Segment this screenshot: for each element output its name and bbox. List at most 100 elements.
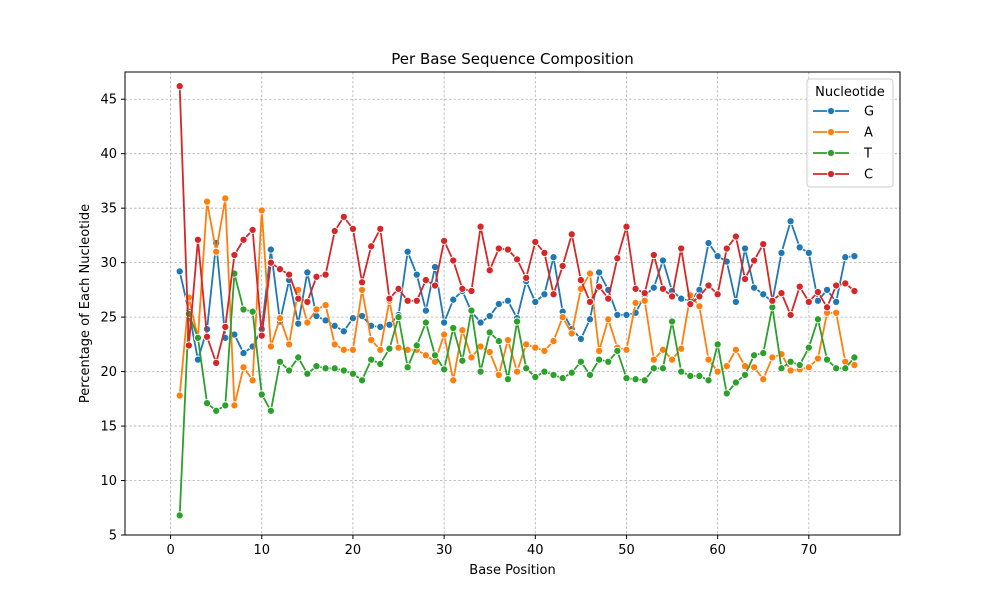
data-point-a [458, 326, 467, 335]
data-point-g [649, 283, 658, 292]
data-point-c [203, 332, 212, 341]
data-point-c [585, 297, 595, 306]
data-point-c [823, 303, 832, 312]
data-point-a [367, 335, 376, 345]
data-point-t [430, 351, 440, 360]
data-point-c [248, 225, 257, 235]
data-point-t [321, 364, 330, 373]
data-point-t [312, 362, 321, 371]
data-point-c [658, 284, 667, 293]
data-point-c [266, 258, 275, 267]
data-point-a [376, 345, 385, 354]
data-point-g [376, 322, 385, 331]
data-point-c [522, 273, 531, 282]
data-point-a [494, 370, 503, 379]
data-point-a [786, 366, 795, 375]
data-point-g [613, 310, 622, 319]
axis-ticks: 0 10 20 30 40 50 60 70 5 10 15 20 25 30 35 40 45 [100, 93, 817, 558]
data-point-g [358, 311, 367, 321]
data-point-t [576, 357, 585, 366]
data-point-t [604, 357, 613, 366]
data-point-c [850, 286, 859, 296]
legend-item-c: C [813, 168, 873, 183]
data-point-c [221, 322, 230, 331]
data-point-c [285, 270, 294, 279]
y-tick-label: 40 [100, 147, 117, 162]
data-point-a [248, 376, 257, 385]
data-point-a [239, 363, 248, 372]
data-point-c [458, 284, 467, 293]
data-point-t [494, 337, 503, 346]
data-point-a [704, 355, 713, 364]
data-point-t [649, 364, 658, 373]
data-point-g [549, 253, 558, 262]
data-point-t [658, 364, 667, 373]
data-point-t [358, 376, 367, 385]
legend-frame [806, 78, 894, 188]
data-point-t [850, 353, 859, 362]
data-point-c [440, 236, 449, 245]
data-point-t [503, 375, 512, 384]
data-point-c [750, 256, 759, 265]
data-point-t [631, 375, 640, 384]
data-point-a [485, 347, 494, 357]
legend-label: C [864, 168, 873, 183]
data-point-c [804, 297, 813, 306]
data-point-c [704, 281, 713, 290]
legend-title: Nucleotide [815, 85, 885, 100]
series-c [175, 82, 859, 367]
y-tick-label: 25 [100, 311, 117, 326]
data-point-g [576, 334, 585, 343]
data-point-c [184, 341, 193, 350]
data-point-a [531, 343, 540, 352]
x-tick-label: 0 [166, 543, 174, 558]
data-point-c [613, 254, 622, 263]
data-point-g [658, 256, 667, 265]
data-point-c [640, 289, 649, 298]
data-point-g [750, 283, 759, 292]
data-point-t [412, 341, 421, 350]
data-point-c [768, 296, 777, 305]
data-point-a [175, 391, 184, 400]
data-point-g [385, 320, 394, 329]
data-point-c [385, 294, 394, 303]
data-point-c [668, 292, 677, 301]
data-point-c [622, 222, 631, 231]
data-point-g [476, 318, 485, 327]
data-point-a [203, 197, 212, 206]
data-point-a [759, 375, 768, 384]
data-point-g [348, 314, 357, 323]
data-point-c [421, 276, 430, 285]
data-point-g [266, 245, 275, 254]
data-point-a [221, 194, 230, 203]
data-point-c [376, 224, 385, 233]
data-point-g [412, 270, 421, 279]
data-point-a [330, 340, 339, 349]
data-point-t [813, 315, 822, 324]
data-point-t [348, 369, 357, 378]
data-point-g [494, 299, 503, 309]
legend-label: G [864, 105, 874, 120]
data-point-g [239, 349, 248, 358]
data-point-t [722, 389, 731, 398]
data-point-c [275, 265, 285, 274]
data-point-t [668, 317, 677, 326]
data-point-t [476, 367, 485, 376]
data-point-c [722, 244, 731, 253]
data-point-c [193, 235, 202, 244]
data-point-g [303, 268, 312, 277]
data-point-g [786, 217, 795, 226]
data-point-a [631, 298, 640, 308]
legend-item-a: A [813, 126, 873, 141]
data-point-t [804, 343, 813, 352]
data-point-a [321, 301, 330, 310]
data-point-a [622, 345, 631, 354]
data-point-a [832, 308, 841, 317]
data-point-a [549, 337, 558, 346]
data-point-c [239, 235, 248, 244]
data-point-a [585, 269, 595, 278]
data-point-c [595, 282, 604, 291]
data-point-t [421, 318, 430, 327]
legend-marker [826, 169, 836, 179]
data-point-t [339, 366, 348, 375]
